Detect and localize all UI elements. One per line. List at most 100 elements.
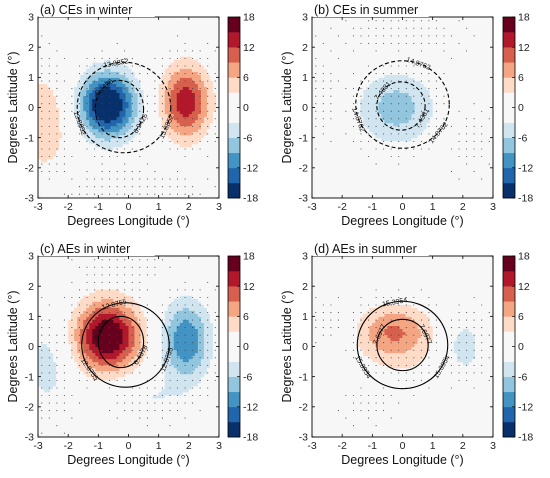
field-cell — [327, 71, 331, 75]
field-cell — [128, 77, 133, 81]
field-cell — [342, 131, 346, 136]
field-cell — [348, 20, 352, 24]
field-cell — [188, 50, 193, 54]
field-cell — [110, 161, 115, 166]
field-cell — [71, 104, 75, 109]
field-cell — [56, 101, 60, 106]
field-cell — [170, 119, 175, 124]
field-cell — [315, 182, 319, 187]
field-cell — [38, 83, 42, 87]
field-cell — [146, 80, 151, 84]
field-cell — [74, 140, 78, 145]
field-cell — [164, 173, 169, 178]
field-cell — [203, 122, 208, 127]
field-cell — [56, 152, 60, 157]
field-cell — [203, 155, 208, 160]
field-cell — [197, 191, 202, 196]
field-cell — [50, 170, 54, 175]
field-cell — [107, 59, 111, 63]
field-cell — [143, 140, 148, 145]
field-cell — [41, 101, 45, 106]
field-cell — [206, 185, 211, 190]
field-cell — [143, 191, 148, 196]
field-cell — [167, 131, 172, 136]
field-cell — [197, 119, 202, 124]
stipple-dot — [169, 125, 171, 127]
stipple-dot — [199, 193, 201, 195]
field-cell — [315, 95, 319, 100]
field-cell — [345, 89, 349, 94]
field-cell — [143, 101, 148, 106]
field-cell — [197, 83, 202, 87]
field-cell — [110, 164, 115, 169]
field-cell — [152, 155, 157, 160]
field-cell — [71, 143, 75, 148]
field-cell — [116, 167, 121, 172]
field-cell — [80, 143, 84, 148]
field-cell — [167, 29, 172, 33]
field-cell — [125, 17, 130, 21]
field-cell — [134, 179, 139, 184]
field-cell — [149, 158, 154, 163]
field-cell — [173, 167, 178, 172]
field-cell — [137, 125, 142, 130]
field-cell — [173, 113, 178, 118]
field-cell — [203, 116, 208, 121]
field-cell — [321, 92, 325, 97]
field-cell — [68, 83, 72, 87]
field-cell — [321, 80, 325, 84]
field-cell — [92, 59, 96, 63]
field-cell — [336, 17, 340, 21]
colorbar-segment — [228, 167, 240, 184]
field-cell — [330, 74, 334, 78]
field-cell — [65, 107, 69, 112]
field-cell — [164, 53, 169, 57]
field-cell — [345, 20, 349, 24]
field-cell — [125, 35, 130, 39]
stipple-dot — [124, 57, 126, 60]
field-cell — [128, 185, 133, 190]
field-cell — [143, 92, 148, 97]
field-cell — [155, 110, 160, 115]
field-cell — [167, 146, 172, 151]
field-cell — [95, 161, 99, 166]
field-cell — [318, 32, 322, 36]
field-cell — [354, 167, 358, 172]
field-cell — [312, 41, 316, 45]
field-cell — [321, 44, 325, 48]
field-cell — [65, 182, 69, 187]
stipple-dot — [109, 65, 111, 67]
stipple-dot — [176, 88, 179, 90]
field-cell — [215, 23, 219, 27]
field-cell — [203, 23, 208, 27]
field-cell — [143, 113, 148, 118]
field-cell — [152, 98, 157, 103]
field-cell — [212, 107, 217, 112]
field-cell — [315, 164, 319, 169]
stipple-dot — [63, 125, 65, 127]
field-cell — [312, 134, 316, 139]
field-cell — [155, 26, 160, 30]
field-cell — [155, 143, 160, 148]
field-cell — [62, 185, 66, 190]
field-cell — [173, 65, 178, 69]
field-cell — [167, 143, 172, 148]
field-cell — [107, 74, 111, 78]
field-cell — [101, 104, 105, 109]
field-cell — [65, 137, 69, 142]
stipple-dot — [176, 125, 179, 127]
field-cell — [107, 53, 111, 57]
stipple-dot — [63, 155, 65, 158]
field-cell — [62, 116, 66, 121]
field-cell — [203, 95, 208, 100]
stipple-dot — [63, 118, 65, 120]
field-cell — [137, 101, 142, 106]
stipple-dot — [78, 65, 81, 67]
stipple-dot — [199, 88, 201, 90]
field-cell — [38, 164, 42, 169]
stipple-dot — [41, 95, 43, 97]
field-cell — [318, 71, 322, 75]
field-cell — [50, 47, 54, 51]
field-cell — [164, 149, 169, 154]
field-cell — [83, 89, 87, 94]
